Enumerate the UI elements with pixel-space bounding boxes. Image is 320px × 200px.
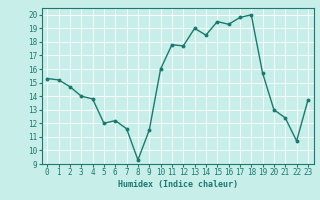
X-axis label: Humidex (Indice chaleur): Humidex (Indice chaleur) [118,180,237,189]
